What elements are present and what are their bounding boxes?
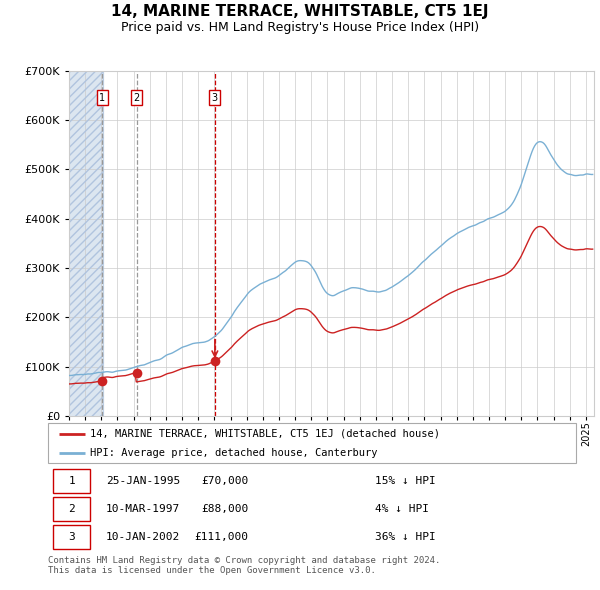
- Bar: [69, 71, 103, 416]
- Text: 3: 3: [212, 93, 218, 103]
- FancyBboxPatch shape: [53, 525, 90, 549]
- Text: 36% ↓ HPI: 36% ↓ HPI: [376, 532, 436, 542]
- Text: 25-JAN-1995: 25-JAN-1995: [106, 476, 181, 486]
- Text: 14, MARINE TERRACE, WHITSTABLE, CT5 1EJ (detached house): 14, MARINE TERRACE, WHITSTABLE, CT5 1EJ …: [90, 429, 440, 439]
- FancyBboxPatch shape: [53, 497, 90, 521]
- Text: 15% ↓ HPI: 15% ↓ HPI: [376, 476, 436, 486]
- Text: Price paid vs. HM Land Registry's House Price Index (HPI): Price paid vs. HM Land Registry's House …: [121, 21, 479, 34]
- Bar: [69, 71, 103, 416]
- Text: £88,000: £88,000: [202, 504, 248, 514]
- Text: £70,000: £70,000: [202, 476, 248, 486]
- Text: 1: 1: [100, 93, 106, 103]
- Text: 3: 3: [68, 532, 75, 542]
- Text: 1: 1: [68, 476, 75, 486]
- FancyBboxPatch shape: [53, 468, 90, 493]
- Text: HPI: Average price, detached house, Canterbury: HPI: Average price, detached house, Cant…: [90, 448, 378, 458]
- FancyBboxPatch shape: [48, 423, 576, 463]
- Text: 14, MARINE TERRACE, WHITSTABLE, CT5 1EJ: 14, MARINE TERRACE, WHITSTABLE, CT5 1EJ: [111, 4, 489, 19]
- Text: £111,000: £111,000: [194, 532, 248, 542]
- Text: 10-JAN-2002: 10-JAN-2002: [106, 532, 181, 542]
- Text: 2: 2: [68, 504, 75, 514]
- Text: Contains HM Land Registry data © Crown copyright and database right 2024.
This d: Contains HM Land Registry data © Crown c…: [48, 556, 440, 575]
- Text: 2: 2: [134, 93, 140, 103]
- Text: 4% ↓ HPI: 4% ↓ HPI: [376, 504, 430, 514]
- Text: 10-MAR-1997: 10-MAR-1997: [106, 504, 181, 514]
